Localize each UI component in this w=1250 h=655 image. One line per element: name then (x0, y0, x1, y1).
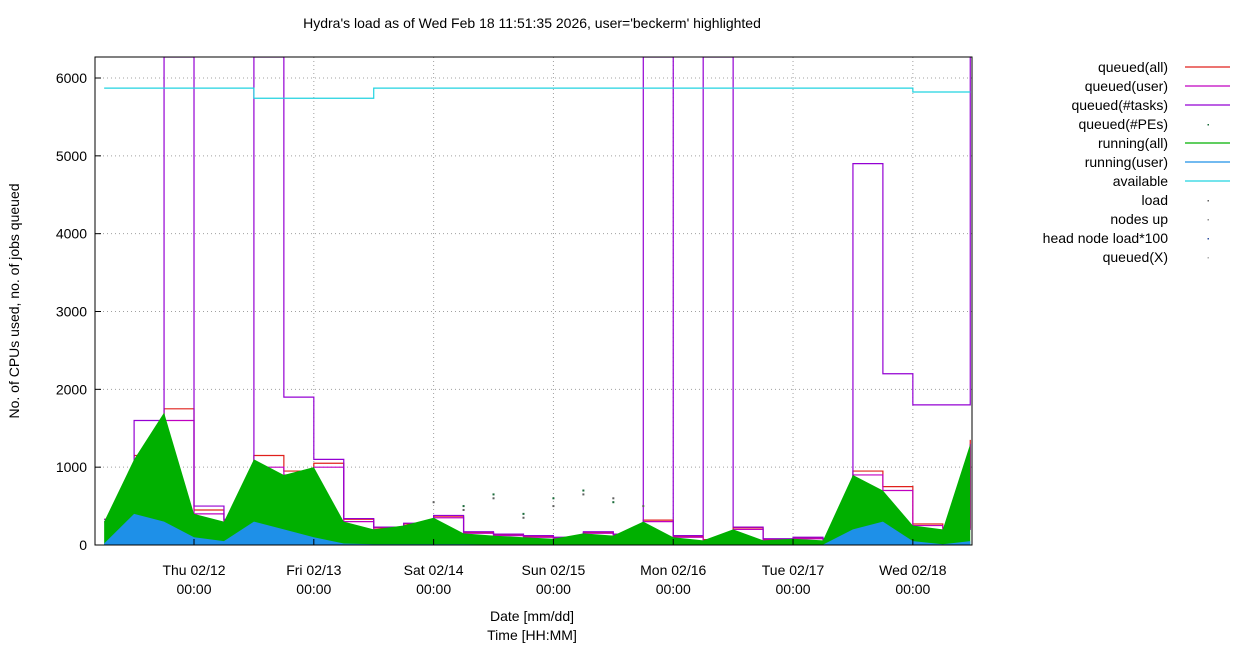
legend-swatch (1207, 124, 1209, 126)
point (462, 508, 465, 511)
line (104, 57, 971, 540)
y-tick-label: 3000 (56, 304, 87, 320)
area (104, 513, 971, 545)
x-tick-label: Wed 02/18 (879, 562, 947, 578)
line (104, 87, 971, 99)
legend-label: running(all) (1098, 135, 1168, 151)
point (462, 505, 465, 508)
x-tick-label: Mon 02/16 (640, 562, 706, 578)
legend-label: running(user) (1085, 154, 1168, 170)
legend-swatch (1207, 219, 1209, 221)
x-tick-time: 00:00 (895, 581, 930, 597)
x-tick-label: Fri 02/13 (286, 562, 341, 578)
legend-label: queued(#PEs) (1078, 116, 1168, 132)
legend-swatch (1207, 257, 1209, 259)
x-axis-sublabel: Time [HH:MM] (487, 627, 577, 643)
x-tick-label: Thu 02/12 (162, 562, 225, 578)
y-tick-label: 1000 (56, 459, 87, 475)
legend-swatch (1207, 238, 1209, 240)
point (492, 493, 495, 496)
point (642, 505, 645, 508)
legend-label: queued(user) (1085, 78, 1168, 94)
point (552, 505, 555, 508)
plot-area (95, 57, 972, 545)
legend-label: nodes up (1110, 211, 1168, 227)
x-tick-time: 00:00 (656, 581, 691, 597)
x-tick-time: 00:00 (536, 581, 571, 597)
point (612, 497, 615, 500)
point (522, 512, 525, 515)
legend-label: queued(X) (1103, 249, 1168, 265)
y-axis-label: No. of CPUs used, no. of jobs queued (6, 183, 22, 418)
legend-label: queued(all) (1098, 59, 1168, 75)
legend-label: queued(#tasks) (1071, 97, 1168, 113)
x-tick-label: Sat 02/14 (404, 562, 464, 578)
point (492, 497, 495, 500)
x-tick-time: 00:00 (416, 581, 451, 597)
legend-swatch (1207, 200, 1209, 202)
point (522, 516, 525, 519)
y-tick-label: 4000 (56, 226, 87, 242)
legend-label: available (1113, 173, 1168, 189)
x-tick-time: 00:00 (776, 581, 811, 597)
legend-label: load (1142, 192, 1168, 208)
point (432, 501, 435, 504)
x-axis-label: Date [mm/dd] (490, 608, 574, 624)
x-tick-time: 00:00 (296, 581, 331, 597)
y-tick-label: 0 (79, 537, 87, 553)
plot-border (94, 56, 973, 546)
point (552, 497, 555, 500)
x-tick-time: 00:00 (176, 581, 211, 597)
point (582, 493, 585, 496)
area (104, 412, 971, 545)
point (582, 489, 585, 492)
x-tick-label: Tue 02/17 (762, 562, 825, 578)
y-tick-label: 6000 (56, 70, 87, 86)
x-tick-label: Sun 02/15 (522, 562, 586, 578)
axes: 0 1000 2000 3000 4000 5000 6000 Thu 02/12 00:00 F… (56, 70, 947, 597)
point (612, 501, 615, 504)
y-tick-label: 2000 (56, 381, 87, 397)
legend-label: head node load*100 (1043, 230, 1169, 246)
chart-title: Hydra's load as of Wed Feb 18 11:51:35 2… (303, 15, 761, 31)
y-tick-label: 5000 (56, 148, 87, 164)
